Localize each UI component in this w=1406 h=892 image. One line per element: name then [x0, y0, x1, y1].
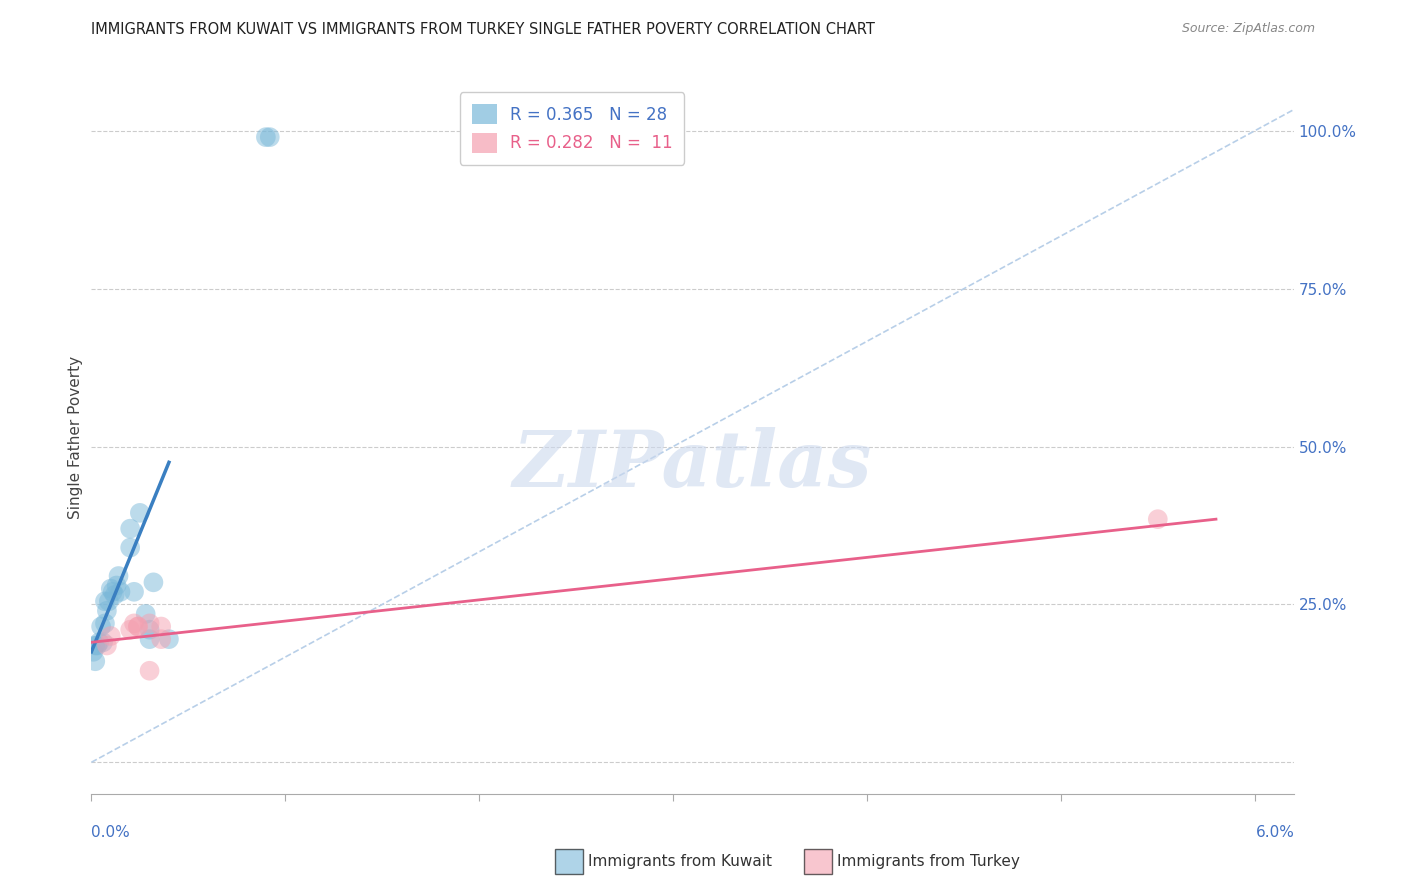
Point — [91, 635, 114, 649]
Point — [110, 584, 132, 599]
Text: Source: ZipAtlas.com: Source: ZipAtlas.com — [1181, 22, 1315, 36]
Point — [138, 632, 160, 647]
Point — [138, 616, 160, 631]
Text: 0.0%: 0.0% — [91, 825, 131, 840]
Point — [259, 130, 281, 145]
Point — [157, 632, 180, 647]
Point — [105, 578, 128, 592]
Point — [101, 584, 124, 599]
Text: 6.0%: 6.0% — [1256, 825, 1295, 840]
Y-axis label: Single Father Poverty: Single Father Poverty — [67, 356, 83, 518]
Point — [84, 654, 107, 668]
Point — [1146, 512, 1168, 526]
Point — [100, 629, 122, 643]
Point — [94, 594, 117, 608]
Point — [120, 623, 142, 637]
Point — [122, 616, 145, 631]
Point — [128, 506, 150, 520]
Point — [120, 541, 142, 555]
Point — [122, 584, 145, 599]
Point — [138, 623, 160, 637]
Point — [89, 635, 111, 649]
Point — [104, 588, 127, 602]
Point — [84, 639, 107, 653]
Point — [96, 639, 118, 653]
Legend: R = 0.365   N = 28, R = 0.282   N =  11: R = 0.365 N = 28, R = 0.282 N = 11 — [460, 92, 685, 164]
Point — [97, 594, 120, 608]
Point — [94, 616, 117, 631]
Point — [86, 639, 108, 653]
Text: Immigrants from Turkey: Immigrants from Turkey — [837, 855, 1019, 869]
Point — [82, 645, 104, 659]
Point — [254, 130, 277, 145]
Point — [120, 522, 142, 536]
Text: ZIPatlas: ZIPatlas — [513, 427, 872, 504]
Point — [150, 619, 173, 633]
Point — [142, 575, 165, 590]
Point — [90, 619, 112, 633]
Text: IMMIGRANTS FROM KUWAIT VS IMMIGRANTS FROM TURKEY SINGLE FATHER POVERTY CORRELATI: IMMIGRANTS FROM KUWAIT VS IMMIGRANTS FRO… — [91, 22, 876, 37]
Point — [150, 632, 173, 647]
Point — [96, 604, 118, 618]
Text: Immigrants from Kuwait: Immigrants from Kuwait — [588, 855, 772, 869]
Point — [127, 619, 149, 633]
Point — [100, 582, 122, 596]
Point — [135, 607, 157, 621]
Point — [127, 619, 149, 633]
Point — [107, 569, 129, 583]
Point — [138, 664, 160, 678]
